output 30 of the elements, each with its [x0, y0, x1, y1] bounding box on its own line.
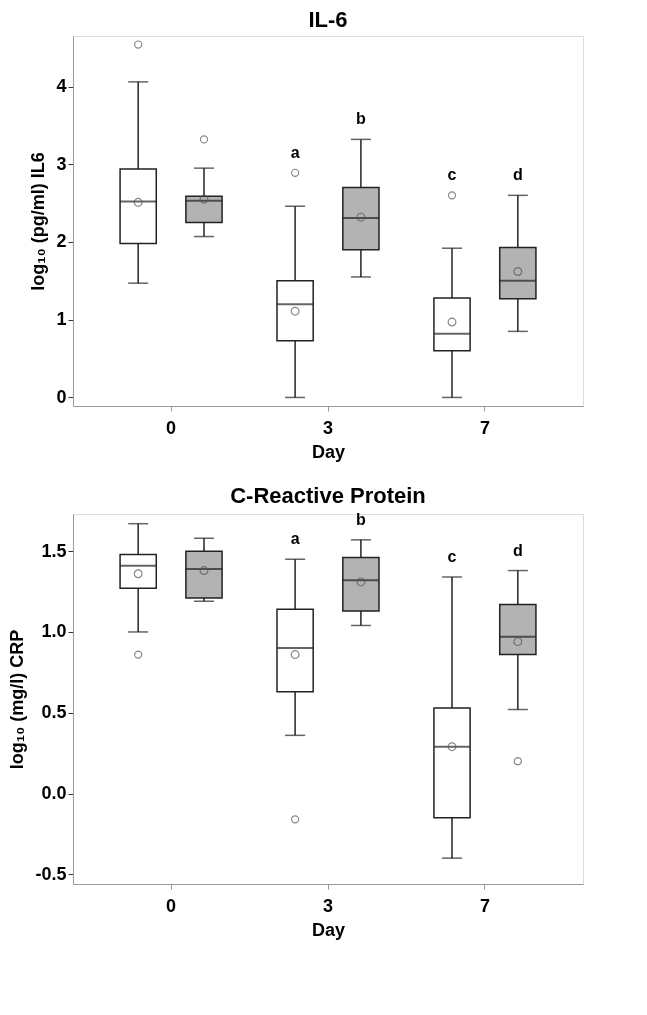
x-axis-title: Day — [311, 919, 346, 940]
annotation: d — [512, 166, 523, 184]
y-tick-label: 2 — [56, 231, 67, 252]
x-tick-label: 3 — [322, 895, 334, 916]
y-axis-title: log₁₀ (pg/ml) IL6 — [28, 152, 49, 291]
y-tick-label: 1.5 — [41, 540, 67, 561]
x-tick-label: 3 — [322, 417, 334, 438]
y-tick-label: 0 — [56, 386, 67, 407]
x-tick-label: 7 — [479, 895, 490, 916]
y-tick-label: 3 — [56, 153, 67, 174]
annotation: c — [447, 166, 457, 184]
y-tick-label: 1.0 — [41, 621, 67, 642]
x-tick-label: 0 — [166, 895, 177, 916]
annotation: a — [290, 530, 300, 548]
y-tick-label: 0.0 — [41, 783, 67, 804]
x-tick-label: 7 — [479, 417, 490, 438]
y-tick-label: 1 — [56, 309, 67, 330]
y-tick-label: -0.5 — [35, 863, 67, 884]
annotation: b — [356, 110, 367, 128]
annotation: b — [356, 510, 367, 528]
chart-title: C-Reactive Protein — [230, 482, 426, 508]
x-tick-label: 0 — [166, 417, 177, 438]
x-axis-title: Day — [311, 441, 346, 462]
y-tick-label: 4 — [56, 76, 67, 97]
annotation: c — [447, 548, 457, 566]
annotation: a — [290, 143, 300, 161]
annotation: d — [512, 541, 523, 559]
chart-title: IL-6 — [308, 7, 348, 32]
y-tick-label: 0.5 — [41, 702, 67, 723]
y-axis-title: log₁₀ (mg/l) CRP — [7, 629, 28, 770]
